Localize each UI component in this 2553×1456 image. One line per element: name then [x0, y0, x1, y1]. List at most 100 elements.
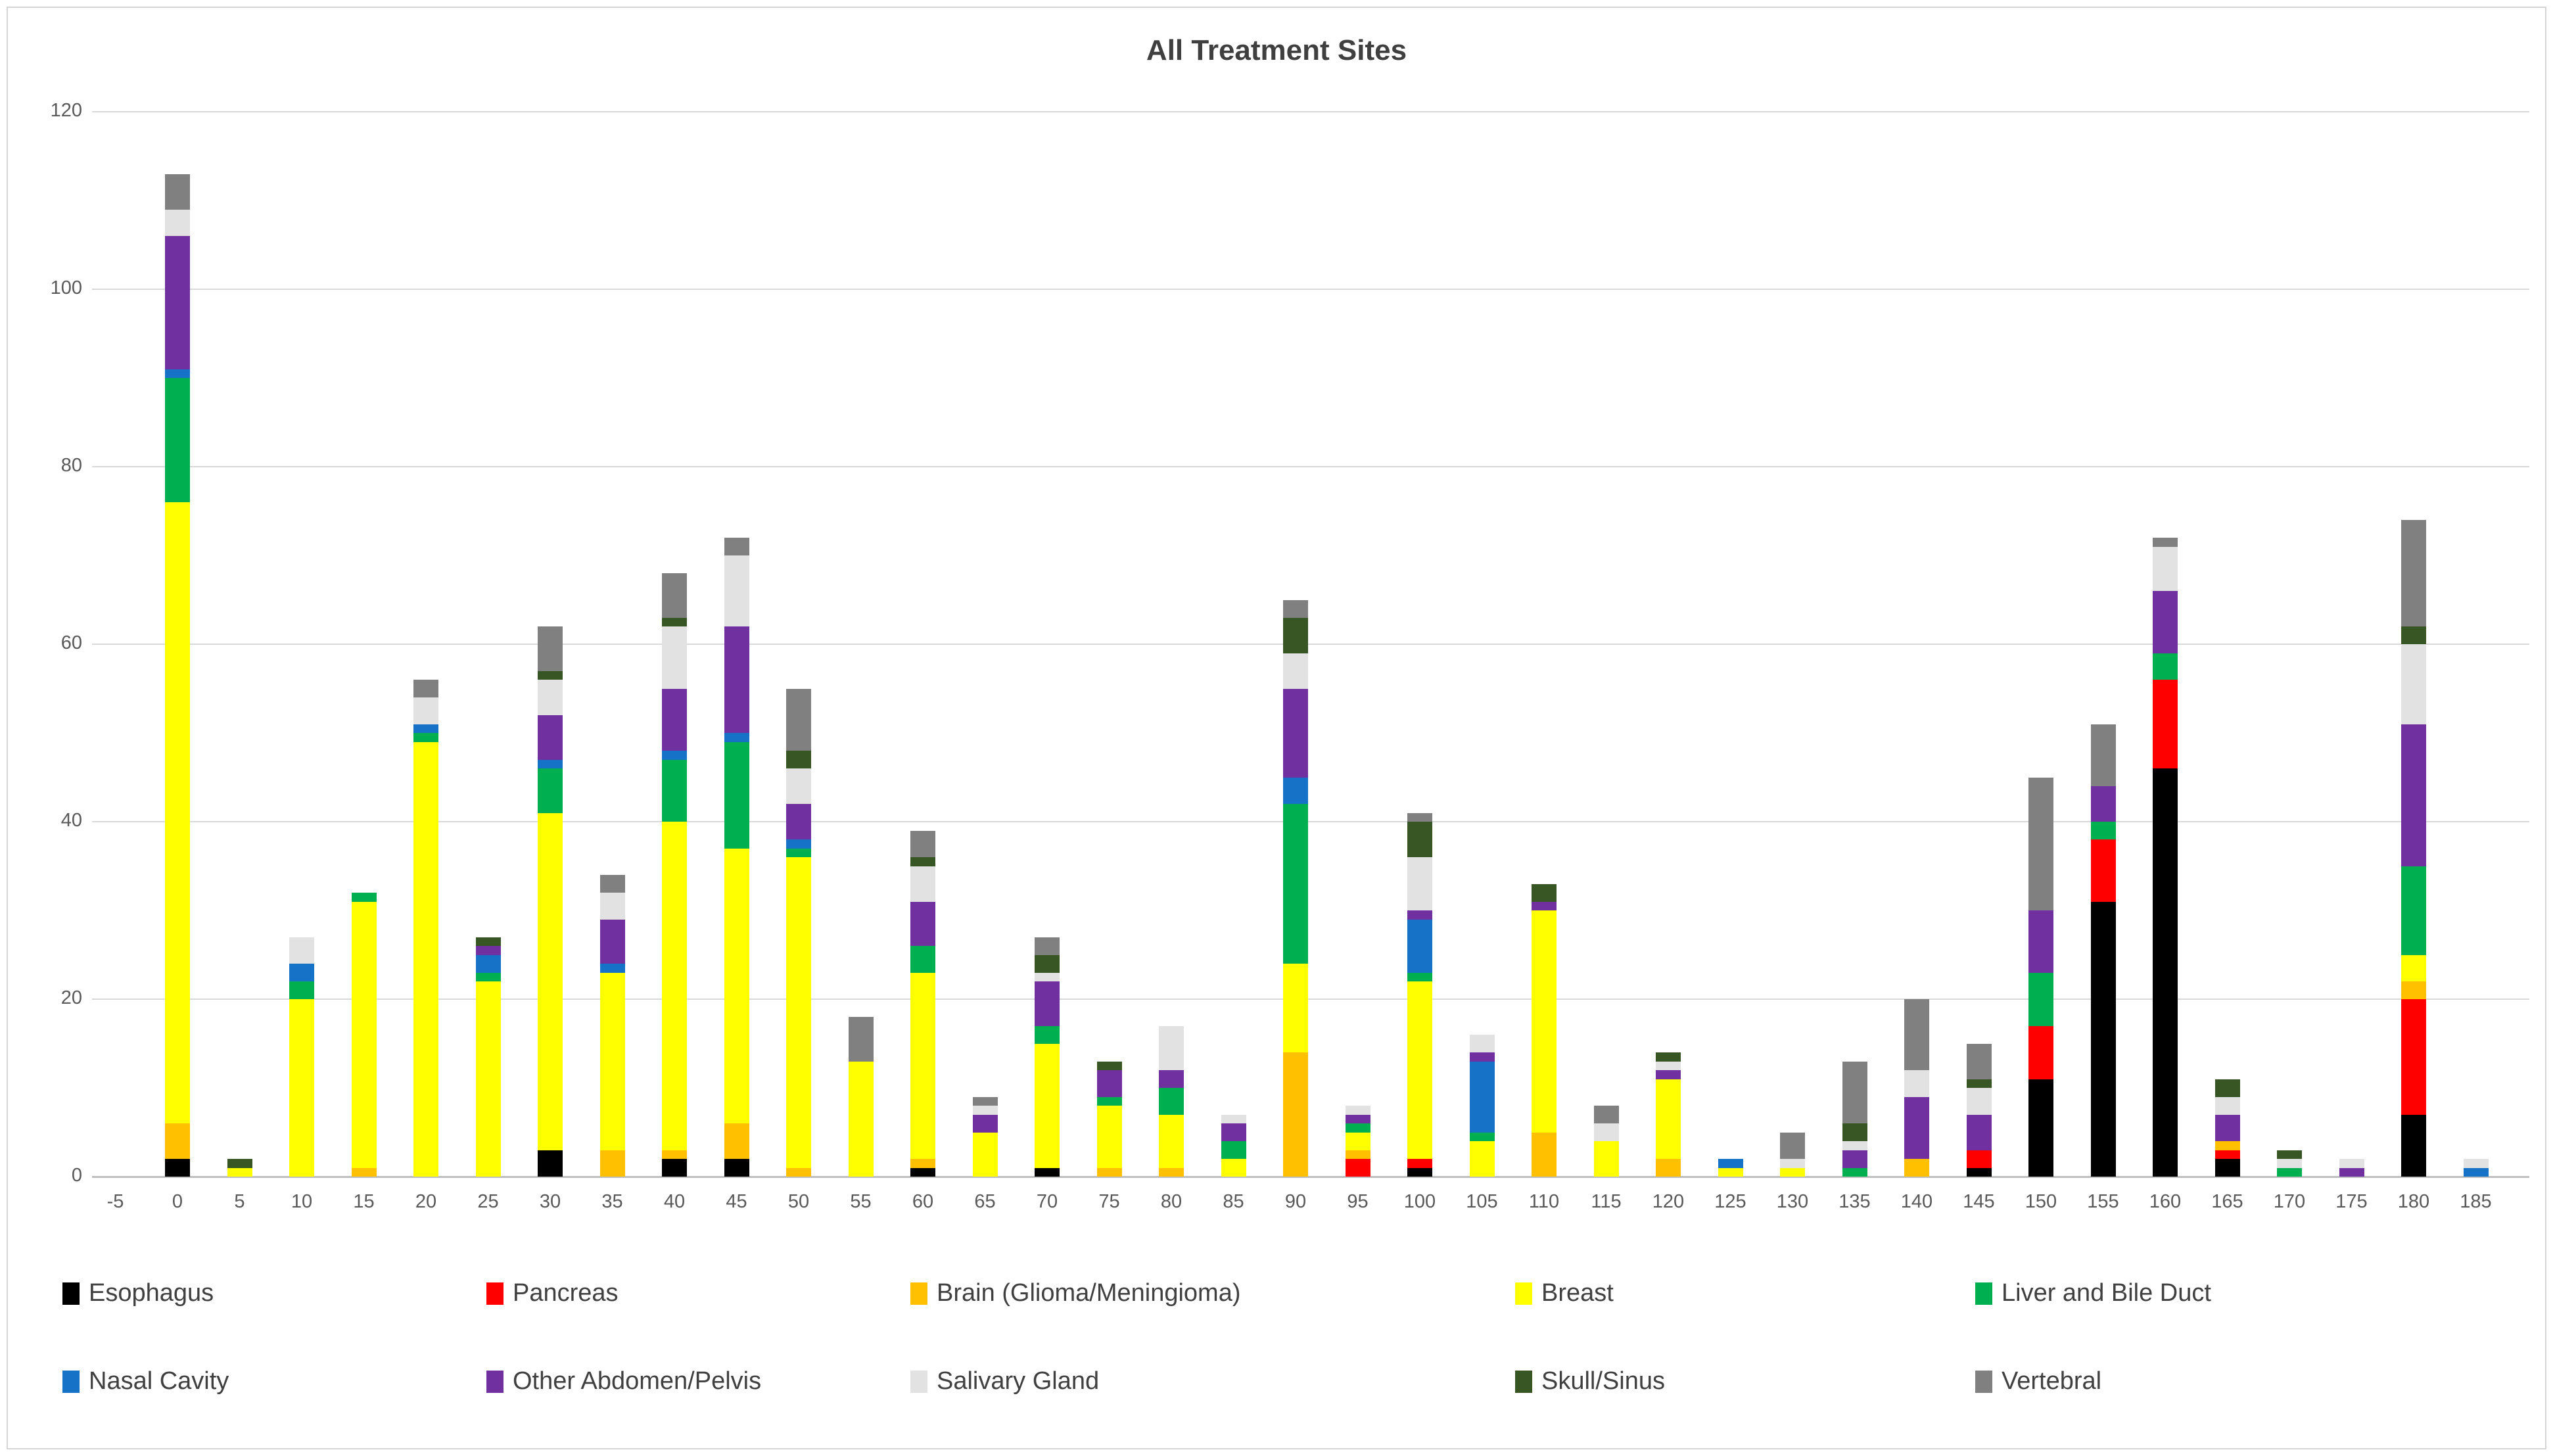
bar-segment: [1593, 1106, 1619, 1123]
bar-segment: [1283, 653, 1308, 689]
bar-segment: [1904, 1096, 1929, 1159]
legend-item-skull-sinus: Skull/Sinus: [1515, 1367, 1665, 1396]
bar-segment: [724, 555, 749, 626]
y-tick-label: 60: [60, 632, 82, 653]
bar-segment: [1842, 1141, 1867, 1150]
y-tick-label: 0: [71, 1165, 82, 1186]
x-tick-label: 180: [2397, 1191, 2430, 1212]
legend-label: Skull/Sinus: [1541, 1367, 1665, 1395]
legend-label: Breast: [1541, 1279, 1614, 1307]
bar-segment: [413, 741, 438, 1177]
bar-segment: [662, 1150, 687, 1159]
bar-segment: [1469, 1132, 1495, 1141]
bar-segment: [1035, 1025, 1060, 1044]
x-tick-label: 165: [2211, 1191, 2243, 1212]
x-tick-label: 35: [601, 1191, 623, 1212]
bar-segment: [2463, 1167, 2489, 1177]
x-tick-label: 75: [1098, 1191, 1120, 1212]
x-tick-label: 0: [172, 1191, 183, 1212]
bar-segment: [972, 1114, 998, 1133]
bar-segment: [786, 688, 811, 751]
bar-segment: [972, 1096, 998, 1106]
x-tick-label: 150: [2025, 1191, 2057, 1212]
bar-segment: [599, 919, 625, 964]
bar-segment: [2090, 839, 2116, 902]
bar-segment: [2153, 538, 2178, 547]
bar-segment: [1469, 1052, 1495, 1062]
legend-item-esophagus: Esophagus: [62, 1279, 214, 1307]
bar-segment: [1656, 1052, 1681, 1062]
bar-segment: [289, 937, 314, 964]
bar-segment: [538, 715, 563, 760]
x-tick-label: 10: [291, 1191, 313, 1212]
y-tick-label: 100: [50, 277, 82, 298]
bar-segment: [1842, 1061, 1867, 1123]
bar-segment: [1096, 1070, 1122, 1097]
x-tick-label: 90: [1284, 1191, 1307, 1212]
bar-segment: [538, 670, 563, 680]
x-tick-label: 130: [1776, 1191, 1809, 1212]
bar-segment: [1469, 1141, 1495, 1177]
bar-segment: [1035, 1043, 1060, 1168]
x-tick-label: 25: [477, 1191, 499, 1212]
bar-segment: [2153, 680, 2178, 768]
bar-segment: [1035, 937, 1060, 955]
bar-segment: [538, 1150, 563, 1177]
bar-segment: [662, 573, 687, 618]
bar-segment: [1096, 1167, 1122, 1177]
bar-segment: [786, 768, 811, 804]
legend-item-brain-glioma-meningioma: Brain (Glioma/Meningioma): [910, 1279, 1241, 1307]
bar-segment: [1904, 1159, 1929, 1177]
gridline: [92, 289, 2529, 290]
bar-segment: [724, 1123, 749, 1159]
bar-segment: [848, 1017, 874, 1062]
bar-segment: [724, 1159, 749, 1177]
bar-segment: [1407, 972, 1432, 981]
x-tick-label: 60: [912, 1191, 934, 1212]
bar-segment: [1966, 1167, 1992, 1177]
bar-segment: [848, 1061, 874, 1177]
bar-segment: [165, 502, 190, 1123]
bar-segment: [165, 369, 190, 378]
gridline: [92, 998, 2529, 1000]
bar-segment: [1593, 1141, 1619, 1177]
bar-segment: [599, 875, 625, 893]
x-tick-label: 55: [850, 1191, 872, 1212]
bar-segment: [1283, 777, 1308, 804]
bar-segment: [1407, 1167, 1432, 1177]
bar-segment: [1035, 1167, 1060, 1177]
bar-segment: [2401, 724, 2426, 866]
bar-segment: [2339, 1167, 2364, 1177]
bar-segment: [1532, 883, 1557, 902]
legend-label: Liver and Bile Duct: [2002, 1279, 2211, 1307]
bar-segment: [1904, 999, 1929, 1070]
x-tick-label: 115: [1591, 1191, 1622, 1212]
bar-segment: [2028, 972, 2053, 1026]
bar-segment: [1035, 972, 1060, 981]
bar-segment: [1345, 1159, 1370, 1177]
bar-segment: [599, 964, 625, 973]
legend-label: Other Abdomen/Pelvis: [513, 1367, 762, 1395]
bar-segment: [2090, 901, 2116, 1177]
bar-segment: [1159, 1114, 1184, 1168]
bar-segment: [2028, 777, 2053, 910]
bar-segment: [1035, 954, 1060, 973]
bar-segment: [165, 236, 190, 369]
x-tick-label: 5: [234, 1191, 245, 1212]
bar-segment: [724, 538, 749, 555]
bar-segment: [786, 839, 811, 849]
legend-swatch-icon: [1515, 1282, 1532, 1305]
bar-segment: [2214, 1159, 2240, 1177]
bar-segment: [1532, 910, 1557, 1133]
legend-swatch-icon: [910, 1282, 927, 1305]
bar-segment: [2401, 644, 2426, 724]
legend-item-nasal-cavity: Nasal Cavity: [62, 1367, 229, 1396]
bar-segment: [786, 751, 811, 768]
bar-segment: [1407, 812, 1432, 822]
x-tick-label: 110: [1528, 1191, 1560, 1212]
bar-segment: [1532, 901, 1557, 910]
bar-segment: [1904, 1070, 1929, 1097]
bar-segment: [1842, 1167, 1867, 1177]
bar-segment: [1096, 1061, 1122, 1070]
x-tick-label: 45: [726, 1191, 747, 1212]
